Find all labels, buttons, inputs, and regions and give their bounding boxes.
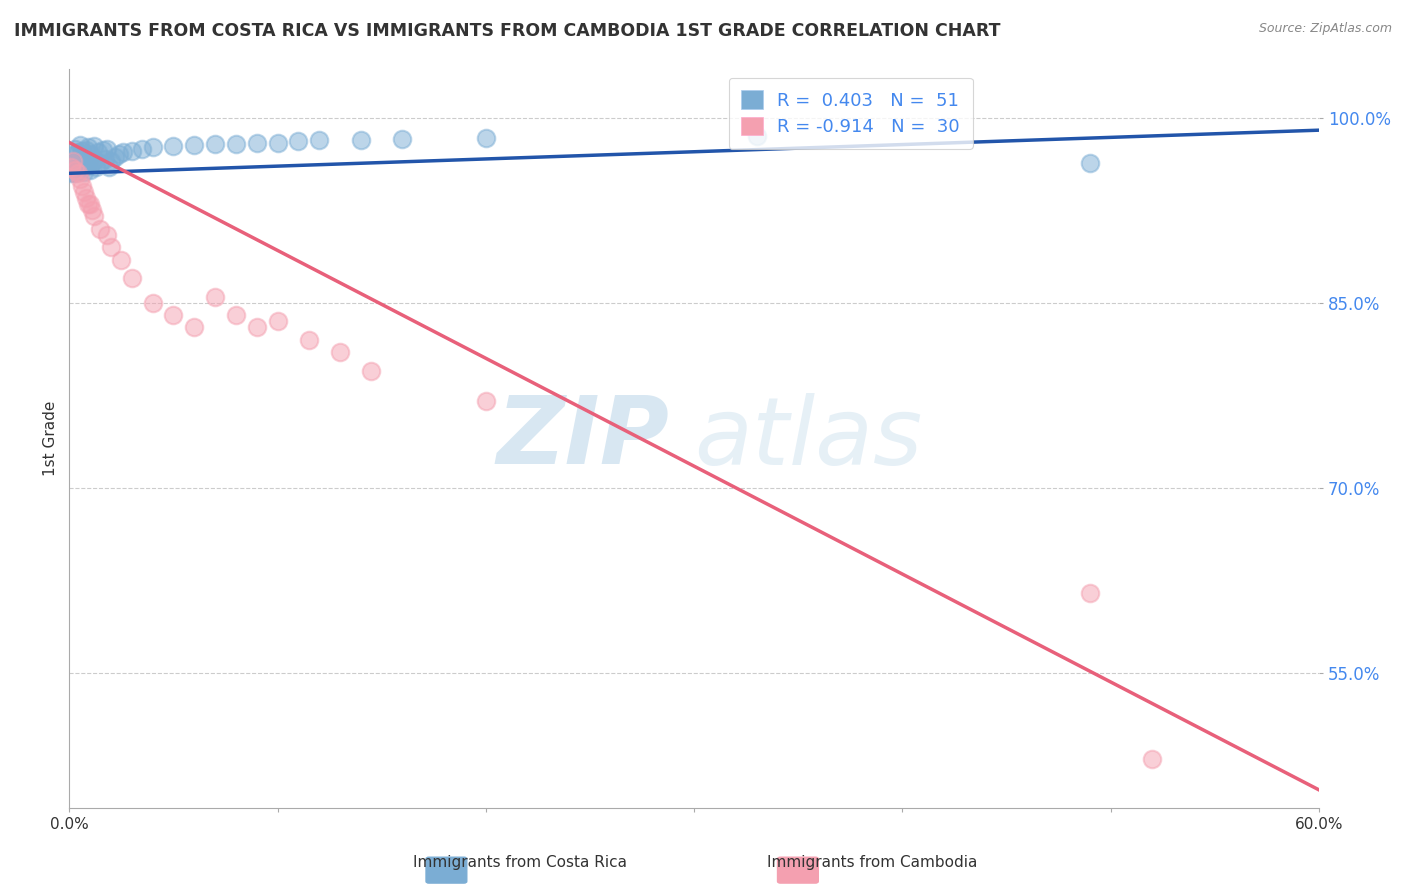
Point xyxy=(97,160,120,174)
Point xyxy=(110,252,132,267)
Point xyxy=(162,308,184,322)
Point xyxy=(141,295,163,310)
Point xyxy=(83,139,105,153)
Point xyxy=(1078,156,1101,170)
Point xyxy=(91,143,114,157)
Point xyxy=(77,140,100,154)
Point xyxy=(83,153,105,167)
Point xyxy=(329,345,352,359)
Point xyxy=(69,150,91,164)
Point xyxy=(360,364,382,378)
Point xyxy=(89,222,111,236)
Point xyxy=(266,314,288,328)
Point xyxy=(73,165,96,179)
Point xyxy=(100,240,122,254)
Point xyxy=(104,150,127,164)
Point xyxy=(83,210,105,224)
Text: Source: ZipAtlas.com: Source: ZipAtlas.com xyxy=(1258,22,1392,36)
Point xyxy=(70,158,93,172)
Point xyxy=(1078,585,1101,599)
Point xyxy=(87,145,110,160)
Point xyxy=(66,145,89,160)
Point xyxy=(350,133,373,147)
Point xyxy=(475,130,498,145)
Point xyxy=(75,143,97,157)
Point xyxy=(1142,752,1164,766)
Legend: R =  0.403   N =  51, R = -0.914   N =  30: R = 0.403 N = 51, R = -0.914 N = 30 xyxy=(728,78,973,149)
Point xyxy=(225,136,247,151)
Point xyxy=(89,156,111,170)
Point xyxy=(66,160,89,174)
Point xyxy=(82,156,104,170)
Point xyxy=(79,162,101,177)
Point xyxy=(131,142,153,156)
Point xyxy=(62,148,84,162)
Point xyxy=(475,394,498,409)
Point xyxy=(65,153,87,168)
Point xyxy=(298,333,321,347)
Point xyxy=(62,153,84,168)
Y-axis label: 1st Grade: 1st Grade xyxy=(44,401,58,476)
Point xyxy=(60,160,83,174)
Point xyxy=(225,308,247,322)
Point xyxy=(93,152,115,166)
Point xyxy=(108,146,131,161)
Point xyxy=(75,159,97,173)
Text: IMMIGRANTS FROM COSTA RICA VS IMMIGRANTS FROM CAMBODIA 1ST GRADE CORRELATION CHA: IMMIGRANTS FROM COSTA RICA VS IMMIGRANTS… xyxy=(14,22,1001,40)
Point xyxy=(246,320,269,334)
Point xyxy=(73,185,96,199)
Point xyxy=(287,134,309,148)
Point xyxy=(308,133,330,147)
Point xyxy=(183,320,205,334)
Point xyxy=(391,132,413,146)
Text: atlas: atlas xyxy=(695,393,922,484)
Point xyxy=(266,136,288,150)
Point xyxy=(62,160,84,174)
Point xyxy=(73,149,96,163)
Point xyxy=(121,271,143,285)
Text: Immigrants from Costa Rica: Immigrants from Costa Rica xyxy=(413,855,627,870)
Point xyxy=(204,290,226,304)
Point xyxy=(69,138,91,153)
Point xyxy=(60,166,83,180)
Point xyxy=(745,129,768,144)
Point xyxy=(75,191,97,205)
Point xyxy=(69,172,91,186)
Point xyxy=(141,140,163,154)
Point xyxy=(65,142,87,156)
Point xyxy=(100,153,122,168)
Point xyxy=(66,166,89,180)
Point xyxy=(96,227,118,242)
Point xyxy=(69,162,91,177)
Point xyxy=(162,139,184,153)
Point xyxy=(65,162,87,177)
Point xyxy=(246,136,269,150)
Point xyxy=(121,144,143,158)
Point xyxy=(112,145,135,160)
Point xyxy=(96,142,118,156)
Point xyxy=(77,155,100,169)
Point xyxy=(82,203,104,218)
Point xyxy=(183,138,205,153)
Point xyxy=(79,197,101,211)
Point xyxy=(77,197,100,211)
Text: Immigrants from Cambodia: Immigrants from Cambodia xyxy=(766,855,977,870)
Point xyxy=(84,160,107,174)
Point xyxy=(70,144,93,158)
Text: ZIP: ZIP xyxy=(496,392,669,484)
Point xyxy=(65,166,87,180)
Point xyxy=(79,146,101,161)
Point xyxy=(204,136,226,151)
Point xyxy=(70,178,93,193)
